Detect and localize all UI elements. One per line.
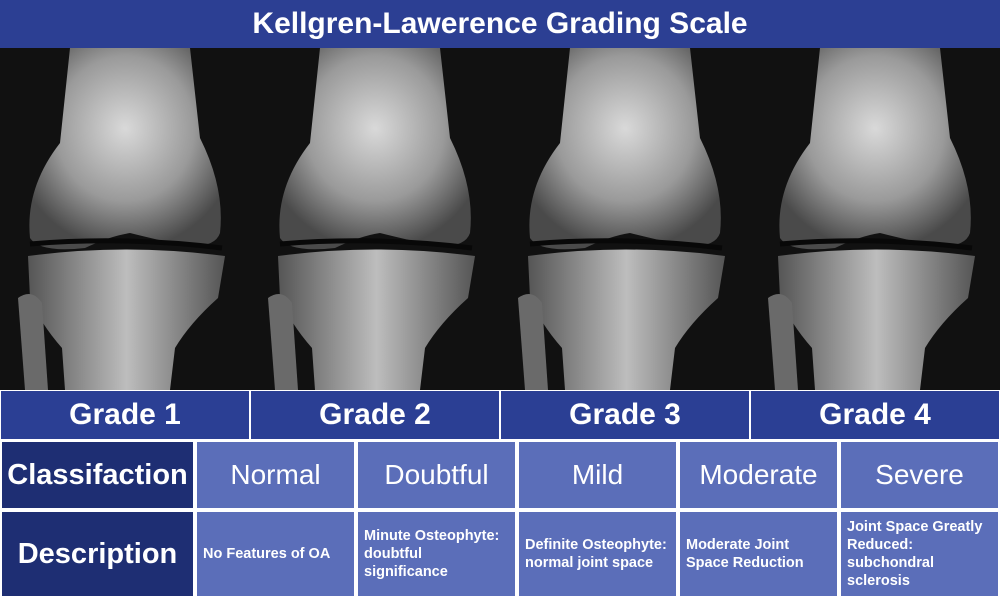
row-header: Classifaction — [0, 440, 195, 510]
grading-table: Classifaction Normal Doubtful Mild Moderate S… — [0, 440, 1000, 600]
table-cell: Moderate — [678, 440, 839, 510]
cell-text: Moderate Joint Space Reduction — [686, 537, 804, 571]
cell-text: Definite Osteophyte: normal joint space — [525, 537, 667, 571]
table-cell: Doubtful — [356, 440, 517, 510]
grade-label: Grade 3 — [500, 390, 750, 440]
knee-xray — [500, 48, 750, 390]
table-cell: Minute Osteophyte: doubtful significance — [356, 510, 517, 598]
table-cell: Mild — [517, 440, 678, 510]
title-bar: Kellgren-Lawerence Grading Scale — [0, 0, 1000, 48]
cell-text: Description — [17, 537, 178, 570]
row-header: Description — [0, 510, 195, 598]
grade-row: Grade 1 Grade 2 Grade 3 Grade 4 — [0, 390, 1000, 440]
cell-text: Minute Osteophyte: doubtful significance — [364, 528, 500, 580]
grade-label: Grade 1 — [0, 390, 250, 440]
xray-images — [0, 48, 1000, 390]
grade-label: Grade 2 — [250, 390, 500, 440]
table-cell: Joint Space Greatly Reduced: subchondral… — [839, 510, 1000, 598]
grade-label: Grade 4 — [750, 390, 1000, 440]
table-cell: Severe — [839, 440, 1000, 510]
cell-text: Severe — [875, 459, 964, 490]
cell-text: Doubtful — [384, 459, 489, 490]
table-cell: Definite Osteophyte: normal joint space — [517, 510, 678, 598]
cell-text: Mild — [571, 459, 624, 490]
title: Kellgren-Lawerence Grading Scale — [252, 7, 748, 40]
knee-xray — [750, 48, 1000, 390]
cell-text: Normal — [230, 459, 321, 490]
cell-text: Moderate — [699, 459, 818, 490]
cell-text: Classifaction — [7, 458, 188, 491]
knee-xray — [250, 48, 500, 390]
cell-text: No Features of OA — [203, 546, 331, 562]
cell-text: Joint Space Greatly Reduced: subchondral… — [847, 519, 983, 589]
table-cell: Moderate Joint Space Reduction — [678, 510, 839, 598]
table-row: Classifaction Normal Doubtful Mild Moderate S… — [0, 440, 1000, 510]
table-row: Description No Features of OA Minute Osteo… — [0, 510, 1000, 598]
table-cell: No Features of OA — [195, 510, 356, 598]
knee-xray — [0, 48, 250, 390]
table-cell: Normal — [195, 440, 356, 510]
